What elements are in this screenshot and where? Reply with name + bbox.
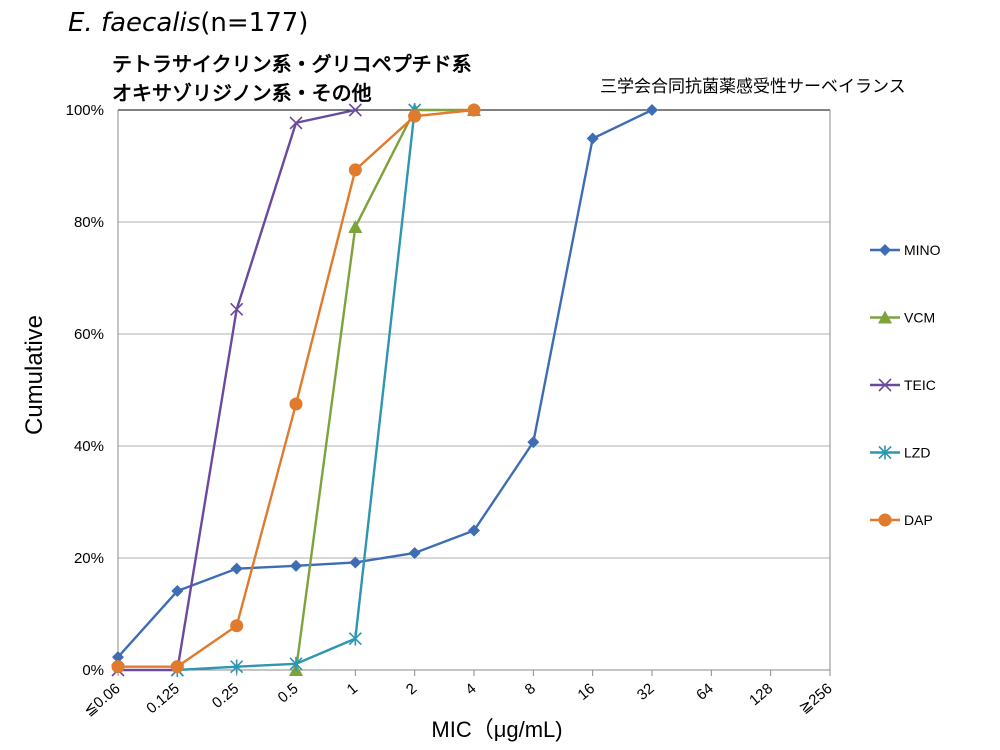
legend-label: TEIC [904, 377, 936, 393]
data-point [467, 103, 481, 117]
y-tick-label: 80% [74, 214, 104, 231]
x-axis-title: MIC（μg/mL) [431, 717, 562, 742]
series-dap [111, 103, 481, 674]
source-label: 三学会合同抗菌薬感受性サーベイランス [600, 77, 906, 97]
legend-item-teic: TEIC [870, 377, 936, 393]
data-point [289, 656, 303, 671]
data-point [289, 116, 303, 130]
data-point [646, 104, 658, 116]
data-point [230, 659, 244, 674]
y-tick-label: 0% [82, 662, 104, 679]
legend-item-mino: MINO [870, 242, 941, 258]
series-vcm [289, 103, 481, 676]
data-point [171, 585, 184, 598]
x-tick-labels: ≦0.06 0.125 0.25 0.5 1 2 4 8 16 32 64 128 ≧256 [81, 680, 836, 720]
legend-label: MINO [904, 242, 941, 258]
x-tick-label: 64 [693, 680, 717, 704]
y-tick-label: 100% [66, 102, 104, 119]
x-tick-label: 16 [575, 680, 599, 704]
data-point [349, 556, 362, 569]
series-line [294, 108, 474, 671]
data-point [111, 660, 125, 674]
legend-label: DAP [904, 512, 933, 528]
legend-label: LZD [904, 445, 930, 461]
data-point [290, 559, 302, 572]
y-tick-label: 60% [74, 326, 104, 343]
series-mino [112, 104, 658, 664]
y-axis-title: Cumulative [21, 315, 48, 435]
series-lzd [170, 103, 422, 677]
legend: MINO VCM TEIC LZD DAP [870, 242, 941, 528]
data-point [230, 302, 244, 316]
x-tick-label: ≧256 [796, 680, 836, 717]
series-line [117, 108, 653, 658]
data-point [230, 562, 243, 575]
data-point [586, 132, 599, 145]
data-point [170, 660, 184, 674]
x-tick-label: 1 [344, 680, 361, 698]
data-point [878, 513, 892, 527]
axes [117, 110, 831, 676]
subtitle-line-1: テトラサイクリン系・グリコペプチド系 [112, 52, 472, 76]
x-tick-label: 0.25 [209, 680, 242, 712]
legend-item-dap: DAP [870, 512, 933, 528]
data-point [408, 546, 421, 559]
x-tick-label: 2 [403, 680, 420, 698]
data-point [878, 378, 892, 392]
data-point [112, 651, 124, 664]
x-tick-label: 0.5 [275, 680, 302, 706]
series-teic [111, 103, 362, 677]
y-tick-labels: 0% 20% 40% 60% 80% 100% [66, 102, 104, 679]
data-point [230, 619, 244, 633]
x-tick-label: 0.125 [143, 680, 183, 717]
sample-count: (n=177) [200, 8, 309, 38]
data-point [348, 220, 363, 234]
series-line [118, 108, 356, 672]
data-point [408, 109, 422, 123]
legend-item-lzd: LZD [870, 445, 930, 461]
data-point [348, 163, 362, 177]
x-tick-label: 32 [634, 680, 658, 704]
data-point [348, 103, 362, 117]
legend-label: VCM [904, 310, 935, 326]
y-tick-label: 20% [74, 550, 104, 567]
series-line [177, 109, 416, 672]
x-tick-label: 4 [462, 680, 479, 698]
gridlines [118, 109, 830, 671]
x-tick-label: ≦0.06 [81, 680, 124, 720]
data-point [348, 631, 362, 646]
y-tick-label: 40% [74, 438, 104, 455]
subtitle-line-2: オキサゾリジノン系・その他 [112, 81, 372, 105]
x-tick-label: 8 [522, 680, 539, 698]
chart-title: E. faecalis(n=177) [68, 8, 308, 38]
x-tick-label: 128 [746, 680, 776, 709]
legend-item-vcm: VCM [870, 310, 935, 326]
data-point [289, 397, 303, 411]
series-group [111, 103, 658, 677]
data-point [879, 244, 891, 256]
species-name: E. faecalis [68, 8, 201, 38]
data-point [878, 445, 892, 460]
data-point [878, 310, 892, 324]
series-line [118, 108, 475, 668]
data-point [468, 524, 480, 537]
data-point [527, 436, 540, 449]
